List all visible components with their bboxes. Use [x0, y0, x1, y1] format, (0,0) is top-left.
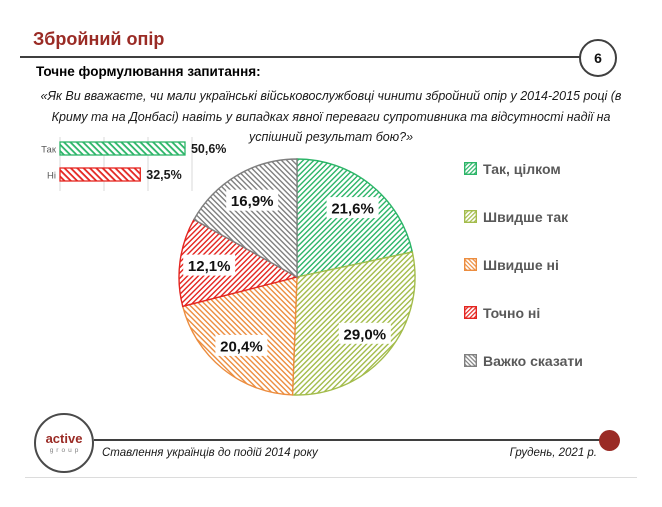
page-number: 6: [594, 50, 602, 66]
svg-text:12,1%: 12,1%: [188, 258, 231, 275]
pie-legend: Так, цілком Швидше так Швидше ні Точно ні Ва…: [464, 160, 583, 369]
bar-segment: [59, 141, 186, 156]
legend-item: Швидше ні: [464, 256, 583, 273]
logo-text-group: group: [49, 447, 82, 454]
bottom-rule: [25, 477, 637, 478]
legend-label: Так, цілком: [483, 160, 561, 177]
pie-slice: [193, 158, 298, 279]
logo-text-active: active: [45, 431, 83, 446]
page-number-badge: 6: [579, 39, 617, 77]
pie-slice: [178, 218, 299, 308]
legend-swatch-icon: [464, 258, 477, 271]
svg-text:20,4%: 20,4%: [220, 338, 263, 355]
active-group-logo: active group: [34, 413, 94, 473]
legend-item: Так, цілком: [464, 160, 583, 177]
bar-category-label: Так: [41, 145, 57, 156]
footer-dot: [599, 430, 620, 451]
svg-text:21,6%: 21,6%: [331, 201, 374, 218]
legend-swatch-icon: [464, 306, 477, 319]
svg-text:29,0%: 29,0%: [344, 326, 387, 343]
pie-value-label: 12,1%: [183, 254, 236, 276]
pie-value-label: 21,6%: [326, 197, 379, 219]
legend-swatch-icon: [464, 210, 477, 223]
bar-category-label: Ні: [47, 171, 56, 182]
legend-swatch-icon: [464, 162, 477, 175]
pie-value-label: 20,4%: [215, 334, 268, 356]
legend-label: Важко сказати: [483, 352, 583, 369]
footer-line: [94, 439, 600, 441]
pie-value-label: 16,9%: [226, 189, 279, 211]
footer-date: Грудень, 2021 р.: [509, 447, 597, 459]
mini-bar-chart: Так 50,6% Ні 32,5%: [41, 137, 226, 191]
svg-text:16,9%: 16,9%: [231, 193, 274, 210]
question-text: «Як Ви вважаєте, чи мали українські війс…: [40, 89, 622, 144]
legend-item: Швидше так: [464, 208, 583, 225]
legend-item: Точно ні: [464, 304, 583, 321]
title-rule: [20, 56, 580, 58]
legend-label: Швидше ні: [483, 256, 559, 273]
bar-value-label: 50,6%: [191, 142, 226, 156]
legend-swatch-icon: [464, 354, 477, 367]
pie-chart: 21,6% 29,0% 20,4% 12,1% 16,9%: [178, 158, 416, 396]
pie-value-label: 29,0%: [338, 322, 391, 344]
bar-segment: [59, 167, 141, 182]
footer-survey-title: Ставлення українців до подій 2014 року: [102, 447, 318, 459]
bar-value-label: 32,5%: [146, 168, 181, 182]
legend-label: Швидше так: [483, 208, 569, 225]
page-title: Збройний опір: [33, 29, 165, 49]
question-label: Точне формулювання запитання:: [36, 64, 261, 79]
legend-label: Точно ні: [483, 304, 541, 321]
legend-item: Важко сказати: [464, 352, 583, 369]
